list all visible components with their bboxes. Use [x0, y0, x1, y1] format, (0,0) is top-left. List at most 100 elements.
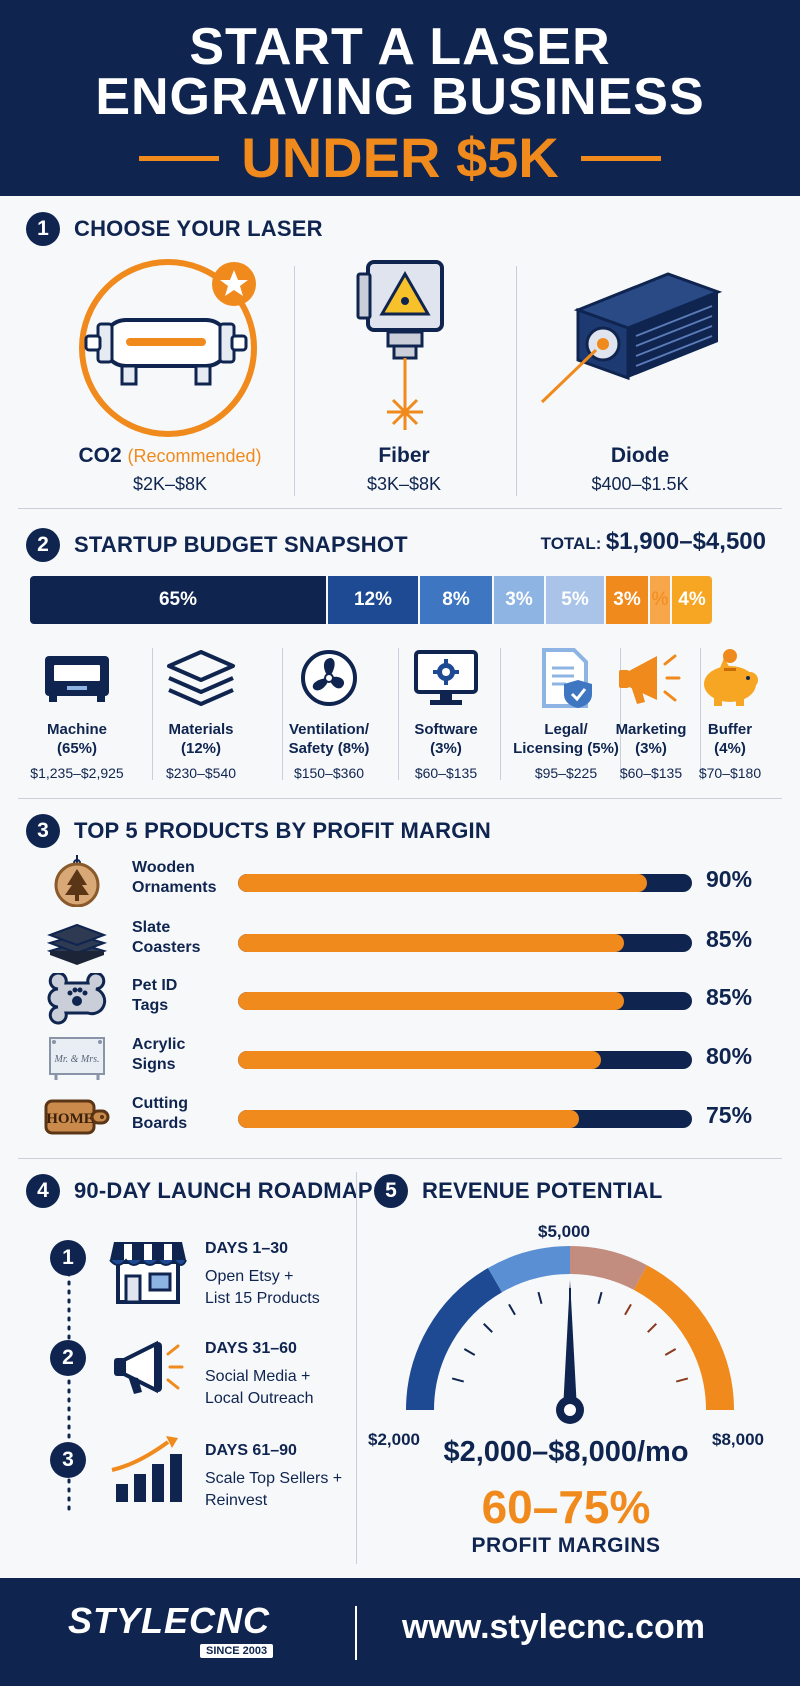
revenue-range: $2,000–$8,000/mo: [443, 1436, 689, 1468]
roadmap-step: 2 DAYS 31–60 Social Media + Local Outreac…: [50, 1340, 370, 1432]
section-title: REVENUE POTENTIAL: [422, 1178, 663, 1203]
section-1-heading: 1 CHOOSE YOUR LASER: [26, 212, 323, 246]
budget-category: Marketing (3%) $60–$135: [608, 646, 694, 781]
gauge-tick: [675, 1377, 689, 1383]
section-title: STARTUP BUDGET SNAPSHOT: [74, 532, 408, 557]
revenue-gauge: [406, 1246, 734, 1424]
laser-option-co2: CO2 (Recommended) $2K–$8K: [60, 444, 280, 495]
bone-tag-icon: [44, 973, 110, 1025]
section-4-heading: 4 90-DAY LAUNCH ROADMAP: [26, 1174, 373, 1208]
megaphone-icon: [114, 1340, 184, 1394]
margin-bar-track: [238, 1110, 692, 1128]
profit-margin-value: 60–75%: [481, 1481, 651, 1533]
footer-divider: [355, 1606, 357, 1660]
section-3-heading: 3 TOP 5 PRODUCTS BY PROFIT MARGIN: [26, 814, 491, 848]
title-line-3: UNDER $5K: [241, 126, 559, 189]
budget-segment: 12%: [328, 576, 418, 624]
gauge-tick: [647, 1323, 657, 1333]
piggy-bank-icon: [688, 646, 772, 710]
category-label: Machine (65%): [46, 721, 107, 757]
title-rule-right: [580, 155, 661, 161]
product-row: Pet ID Tags 85%: [44, 973, 774, 1025]
header-banner: START A LASER ENGRAVING BUSINESS UNDER $…: [0, 0, 800, 196]
budget-category: Materials (12%) $230–$540: [146, 646, 256, 781]
category-price: $60–$135: [619, 765, 683, 781]
laser-name: CO2: [78, 444, 122, 467]
laser-name: Fiber: [378, 444, 430, 467]
product-row: Mr. & Mrs. Acrylic Signs 80%: [44, 1033, 774, 1083]
product-name: Wooden Ornaments: [132, 859, 217, 896]
section-title: 90-DAY LAUNCH ROADMAP: [74, 1178, 373, 1203]
category-price: $60–$135: [414, 765, 478, 781]
product-row: HOME Cutting Boards 75%: [44, 1092, 774, 1142]
website-link[interactable]: www.stylecnc.com: [402, 1608, 705, 1646]
margin-percent: 75%: [706, 1102, 753, 1128]
budget-category: Ventilation/Safety (8%) $150–$360: [269, 646, 389, 781]
margin-bar-track: [238, 874, 692, 892]
product-name: Pet ID Tags: [132, 977, 178, 1014]
budget-total: TOTAL: $1,900–$4,500: [541, 528, 766, 556]
product-row: Wooden Ornaments 90%: [44, 855, 774, 907]
footer: STYLECNC SINCE 2003 www.stylecnc.com: [0, 1578, 800, 1686]
laser-price: $2K–$8K: [132, 474, 208, 494]
step-text: Social Media + Local Outreach: [205, 1368, 314, 1407]
budget-segment: 5%: [546, 576, 604, 624]
board-text: HOME: [46, 1111, 94, 1127]
step-text: Scale Top Sellers + Reinvest: [205, 1470, 343, 1509]
category-label: Buffer (4%): [707, 721, 753, 757]
step-days: DAYS 61–90: [205, 1442, 297, 1459]
total-label: TOTAL:: [540, 534, 602, 553]
diode-laser-module-icon: [540, 272, 723, 404]
product-name: Slate Coasters: [132, 919, 201, 956]
layers-icon: [146, 646, 256, 710]
category-price: $1,235–$2,925: [30, 765, 124, 781]
gauge-tick: [537, 1291, 543, 1305]
gauge-arc-segment: [488, 1246, 571, 1293]
category-label: Ventilation/Safety (8%): [288, 721, 370, 757]
category-label: Software (3%): [414, 721, 478, 757]
sign-text: Mr. & Mrs.: [53, 1054, 99, 1065]
margin-bar-fill: [238, 1051, 601, 1069]
product-name: Acrylic Signs: [132, 1036, 186, 1073]
title-line-1: START A LASER: [189, 18, 611, 76]
category-price: $230–$540: [165, 765, 237, 781]
gauge-arc-segment: [633, 1265, 734, 1411]
budget-stacked-bar: 65% 12% 8% 3% 5% 3%% 4%: [30, 576, 772, 624]
category-price: $95–$225: [534, 765, 598, 781]
coasters-icon: [44, 916, 110, 966]
gauge-tick: [451, 1377, 465, 1383]
budget-category: Machine (65%) $1,235–$2,925: [22, 646, 132, 781]
growth-chart-icon: [111, 1436, 182, 1502]
gauge-tick: [508, 1303, 516, 1316]
section-title: TOP 5 PRODUCTS BY PROFIT MARGIN: [74, 818, 491, 843]
section-number: 1: [26, 212, 60, 246]
section-divider: [18, 1158, 782, 1159]
margin-bar-fill: [238, 934, 624, 952]
cutting-board-icon: HOME: [44, 1092, 110, 1142]
laser-price: $3K–$8K: [366, 474, 442, 494]
recommended-note: (Recommended): [127, 446, 262, 466]
section-number: 5: [374, 1174, 408, 1208]
monitor-gear-icon: [393, 646, 499, 710]
brand-since: SINCE 2003: [200, 1644, 274, 1658]
megaphone-icon: [608, 646, 694, 710]
column-divider: [356, 1172, 357, 1564]
budget-segment: 3%: [606, 576, 648, 624]
margin-bar-track: [238, 992, 692, 1010]
section-divider: [18, 508, 782, 509]
step-days: DAYS 31–60: [205, 1340, 297, 1357]
section-2-heading: 2 STARTUP BUDGET SNAPSHOT: [26, 528, 408, 562]
laser-option-fiber: Fiber $3K–$8K: [306, 444, 502, 495]
brand-logo[interactable]: STYLECNC: [68, 1600, 271, 1641]
margin-bar-fill: [238, 992, 624, 1010]
column-divider: [620, 648, 621, 780]
fiber-laser-head-icon: [356, 260, 444, 430]
column-divider: [500, 648, 501, 780]
document-shield-icon: [508, 646, 624, 710]
section-title: CHOOSE YOUR LASER: [74, 216, 323, 241]
step-number: 3: [50, 1442, 86, 1478]
laser-price: $400–$1.5K: [591, 474, 689, 494]
category-label: Legal/Licensing (5%): [513, 721, 619, 757]
margin-percent: 85%: [706, 926, 753, 952]
column-divider: [152, 648, 153, 780]
